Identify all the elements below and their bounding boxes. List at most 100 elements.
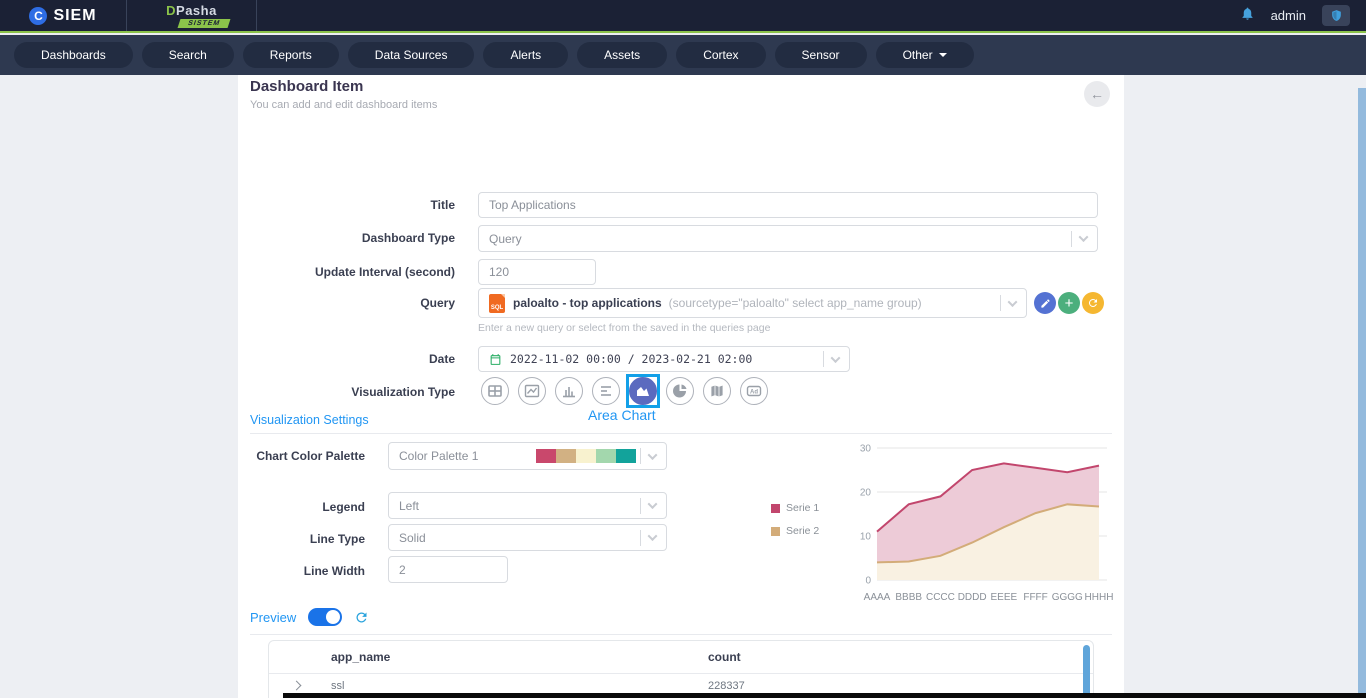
palette-swatch [616,449,636,463]
page-scrollbar-thumb[interactable] [1358,88,1366,698]
visualization-settings-link[interactable]: Visualization Settings [250,413,369,427]
viz-option-horizontal-bar[interactable] [589,374,623,408]
refresh-icon [1087,297,1099,309]
profile-shield-button[interactable] [1322,5,1350,26]
legend-label: Legend [250,498,365,517]
edit-query-button[interactable] [1034,292,1056,314]
chart-color-palette-label: Chart Color Palette [250,447,365,466]
c-logo-icon: C [29,7,47,25]
svg-text:20: 20 [860,488,872,499]
nav-items: Dashboards Search Reports Data Sources Alert… [14,42,974,68]
nav-item-other[interactable]: Other [876,42,974,68]
viz-option-pie-chart[interactable] [663,374,697,408]
chart-color-palette-select[interactable]: Color Palette 1 [388,442,667,470]
legend-value: Left [399,499,636,513]
map-icon [708,382,726,400]
expand-chevron-icon[interactable] [292,681,302,691]
viz-option-map[interactable] [700,374,734,408]
notification-bell-icon[interactable] [1240,5,1255,27]
preview-table: app_name count ssl228337dns-base84944inc… [268,640,1094,698]
dashboard-type-value: Query [489,232,1067,246]
line-chart-icon [523,382,541,400]
plus-icon: + [1065,295,1074,312]
nav-item-alerts[interactable]: Alerts [483,42,568,68]
area-chart-svg: 0102030AAAABBBBCCCCDDDDEEEEFFFFGGGGHHHH [849,432,1115,607]
svg-text:EEEE: EEEE [991,592,1018,603]
cell-count: 228337 [708,680,745,692]
username-label[interactable]: admin [1271,8,1306,23]
nav-item-reports[interactable]: Reports [243,42,339,68]
svg-text:AAAA: AAAA [864,592,891,603]
viz-option-area-chart[interactable] [626,374,660,408]
chevron-down-icon [831,353,841,363]
date-range-select[interactable]: 2022-11-02 00:00 / 2023-02-21 02:00 [478,346,850,372]
chevron-down-icon [648,450,658,460]
nav-item-assets[interactable]: Assets [577,42,667,68]
viz-option-table[interactable] [478,374,512,408]
title-value: Top Applications [489,198,576,212]
title-input[interactable]: Top Applications [478,192,1098,218]
palette-swatch [596,449,616,463]
legend-swatch [771,504,780,513]
legend-swatch [771,527,780,536]
add-query-button[interactable]: + [1058,292,1080,314]
svg-text:DDDD: DDDD [958,592,987,603]
nav-item-sensor[interactable]: Sensor [775,42,867,68]
refresh-query-button[interactable] [1082,292,1104,314]
table-header: app_name count [269,641,1093,674]
viz-option-line-chart[interactable] [515,374,549,408]
nav-item-dashboards[interactable]: Dashboards [14,42,133,68]
visualization-type-label: Visualization Type [250,385,455,399]
query-help-text: Enter a new query or select from the sav… [478,322,770,334]
dashboard-item-card: Dashboard Item You can add and edit dash… [238,75,1124,698]
preview-refresh-icon[interactable] [354,610,369,625]
svg-text:CCCC: CCCC [926,592,955,603]
update-interval-input[interactable]: 120 [478,259,596,285]
area-chart-icon [634,382,652,400]
pie-chart-icon [671,382,689,400]
table-scrollbar[interactable] [1083,645,1090,698]
line-type-select[interactable]: Solid [388,524,667,551]
svg-text:FFFF: FFFF [1023,592,1047,603]
chevron-down-icon [648,531,658,541]
bar-chart-icon [560,382,578,400]
chevron-down-icon [648,499,658,509]
legend-select[interactable]: Left [388,492,667,519]
viz-option-bar-chart[interactable] [552,374,586,408]
nav-item-cortex[interactable]: Cortex [676,42,765,68]
nav-item-search[interactable]: Search [142,42,234,68]
query-label: Query [250,296,455,310]
line-width-input[interactable]: 2 [388,556,508,583]
date-label: Date [250,352,455,366]
svg-text:Ad: Ad [750,390,758,396]
content-area: Dashboard Item You can add and edit dash… [0,75,1366,698]
query-name: paloalto - top applications [513,296,662,310]
calendar-icon [489,353,502,366]
update-interval-value: 120 [489,265,509,279]
col-count: count [708,650,741,664]
query-select[interactable]: SQL paloalto - top applications (sourcet… [478,288,1027,318]
line-width-label: Line Width [250,562,365,581]
dashboard-type-label: Dashboard Type [250,231,455,245]
dpasha-d: D [166,3,176,18]
chevron-down-icon [1008,297,1018,307]
nav-item-data-sources[interactable]: Data Sources [348,42,475,68]
svg-text:HHHH: HHHH [1085,592,1114,603]
svg-text:GGGG: GGGG [1052,592,1083,603]
page-subtitle: You can add and edit dashboard items [250,99,437,111]
legend-item: Serie 1 [771,502,849,514]
dashboard-type-select[interactable]: Query [478,225,1098,252]
siem-logo: C SIEM [0,0,127,31]
chart-color-palette-value: Color Palette 1 [399,449,536,463]
dpasha-logo: DPasha SISTEM [127,0,257,31]
back-button[interactable]: ← [1084,81,1110,107]
col-app-name: app_name [331,650,390,664]
preview-toggle[interactable] [308,608,342,626]
svg-text:0: 0 [865,576,871,587]
sistem-badge: SISTEM [178,19,231,28]
table-icon [486,382,504,400]
horizontal-bar-icon [597,382,615,400]
viz-option-ad[interactable]: Ad [737,374,771,408]
arrow-left-icon: ← [1090,86,1104,102]
ad-icon: Ad [745,382,763,400]
